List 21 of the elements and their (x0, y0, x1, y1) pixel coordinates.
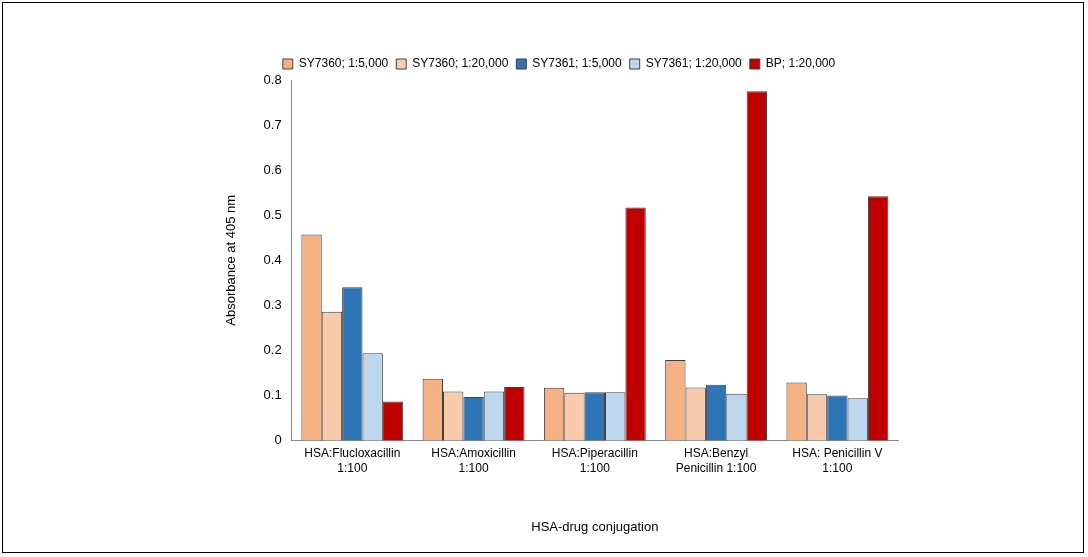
y-tick-label: 0.1 (263, 387, 282, 403)
x-tick-label: HSA:Amoxicillin 1:100 (431, 446, 516, 475)
y-tick-label: 0 (274, 432, 282, 448)
legend-label: SY7361; 1:20,000 (645, 56, 743, 71)
y-tick-label: 0.6 (263, 161, 282, 177)
x-tick-label: HSA:Piperacillin 1:100 (551, 446, 638, 475)
legend-label: SY7360; 1:5,000 (298, 56, 389, 71)
legend-label: SY7360; 1:20,000 (412, 56, 509, 71)
y-tick-label: 0.3 (263, 296, 282, 312)
legend-label: SY7361; 1:5,000 (532, 56, 623, 71)
legend-label: BP; 1:20,000 (765, 56, 836, 71)
y-axis-title: Absorbance at 405 nm (223, 194, 239, 326)
y-tick-label: 0.2 (263, 342, 282, 358)
y-tick-label: 0.8 (263, 71, 282, 87)
y-tick-label: 0.7 (263, 116, 282, 132)
y-tick-label: 0.5 (263, 206, 282, 222)
x-axis-title: HSA-drug conjugation (531, 518, 659, 534)
x-tick-label: HSA:Flucloxacillin 1:100 (304, 446, 401, 475)
x-tick-label: HSA:Benzyl Penicillin 1:100 (675, 446, 757, 475)
y-tick-label: 0.4 (263, 251, 282, 267)
x-tick-label: HSA: Penicillin V 1:100 (792, 446, 883, 475)
